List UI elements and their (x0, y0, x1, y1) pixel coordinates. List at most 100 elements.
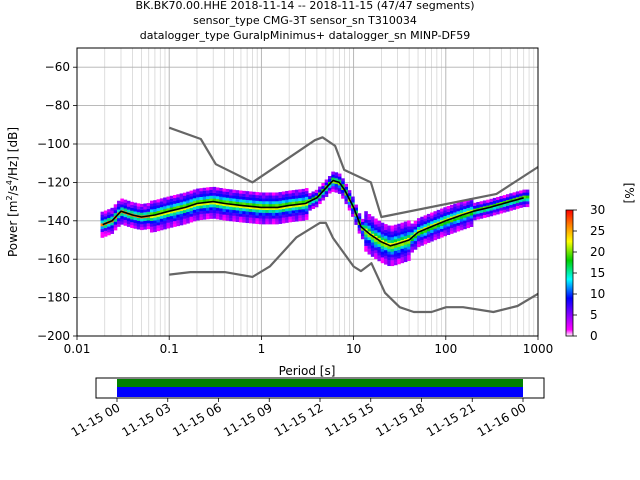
heatmap-cell (453, 203, 457, 207)
heatmap-cell (169, 204, 174, 208)
heatmap-cell (130, 216, 134, 220)
heatmap-cell (248, 191, 253, 195)
heatmap-cell (318, 186, 322, 190)
heatmap-cell (327, 184, 332, 188)
heatmap-cell (367, 225, 372, 229)
heatmap-cell (186, 200, 190, 204)
heatmap-cell (341, 181, 345, 185)
heatmap-cell (107, 209, 111, 213)
heatmap-cell (235, 195, 240, 199)
heatmap-cell (449, 210, 454, 214)
heatmap-cell (123, 219, 128, 223)
heatmap-cell (304, 193, 309, 197)
heatmap-cell (304, 190, 309, 195)
heatmap-cell (255, 217, 260, 222)
heatmap-cell (271, 212, 276, 216)
heatmap-cell (136, 223, 141, 227)
heatmap-cell (393, 247, 398, 251)
heatmap-cell (351, 202, 355, 206)
heatmap-cell (430, 229, 434, 233)
heatmap-cell (245, 199, 250, 203)
heatmap-cell (351, 210, 355, 214)
heatmap-cell (449, 222, 454, 226)
heatmap-cell (364, 245, 368, 249)
heatmap-cell (446, 223, 451, 227)
heatmap-cell (179, 202, 184, 206)
heatmap-cell (420, 222, 424, 226)
heatmap-cell (166, 211, 171, 215)
heatmap-cell (103, 230, 108, 234)
heatmap-cell (100, 217, 105, 221)
heatmap-cell (393, 244, 398, 248)
colorbar-tick-label: 30 (590, 203, 605, 217)
heatmap-cell (219, 193, 223, 197)
heatmap-cell (298, 192, 302, 196)
heatmap-cell (390, 248, 395, 252)
heatmap-cell (159, 204, 164, 208)
heatmap-cell (173, 209, 177, 213)
heatmap-cell (149, 217, 154, 221)
heatmap-cell (179, 213, 184, 217)
heatmap-cell (446, 231, 451, 235)
heatmap-cell (410, 226, 414, 230)
heatmap-cell (242, 219, 246, 223)
heatmap-cell (324, 191, 329, 195)
heatmap-cell (295, 195, 299, 199)
heatmap-cell (159, 198, 164, 202)
heatmap-cell (327, 187, 332, 191)
heatmap-cell (403, 253, 408, 257)
x-tick-label: 1 (258, 342, 266, 356)
heatmap-cell (156, 222, 161, 226)
heatmap-cell (199, 208, 204, 212)
heatmap-cell (252, 197, 256, 201)
colorbar-tick-label: 5 (590, 308, 598, 322)
heatmap-cell (149, 229, 154, 233)
heatmap-cell (423, 229, 428, 233)
heatmap-cell (242, 199, 246, 203)
heatmap-cell (215, 198, 220, 203)
heatmap-cell (311, 202, 316, 207)
heatmap-cell (466, 216, 471, 220)
heatmap-cell (140, 218, 144, 222)
heatmap-cell (163, 217, 167, 221)
heatmap-cell (196, 194, 200, 198)
heatmap-cell (393, 256, 398, 260)
heatmap-cell (512, 192, 517, 196)
heatmap-cell (140, 212, 144, 216)
heatmap-cell (393, 259, 398, 263)
heatmap-cell (423, 238, 428, 242)
heatmap-cell (100, 223, 105, 227)
heatmap-cell (463, 223, 467, 227)
heatmap-cell (192, 198, 197, 202)
heatmap-cell (291, 192, 296, 197)
heatmap-cell (377, 232, 382, 236)
heatmap-cell (502, 209, 507, 213)
heatmap-cell (117, 215, 121, 219)
heatmap-cell (380, 260, 385, 264)
heatmap-cell (140, 221, 144, 225)
heatmap-cell (265, 206, 269, 210)
heatmap-cell (146, 223, 151, 227)
heatmap-cell (341, 189, 345, 193)
heatmap-cell (393, 236, 398, 240)
heatmap-cell (367, 219, 372, 223)
heatmap-cell (169, 198, 174, 202)
y-tick-label: −140 (37, 214, 70, 228)
heatmap-cell (407, 240, 411, 244)
heatmap-cell (186, 208, 190, 213)
heatmap-cell (295, 204, 299, 208)
heatmap-cell (258, 192, 263, 196)
heatmap-cell (400, 222, 405, 226)
heatmap-cell (301, 211, 306, 216)
heatmap-cell (311, 194, 316, 198)
heatmap-cell (311, 191, 316, 195)
heatmap-cell (169, 210, 174, 214)
heatmap-cell (430, 218, 434, 222)
heatmap-cell (153, 211, 157, 215)
heatmap-cell (262, 195, 266, 199)
heatmap-cell (304, 216, 309, 220)
heatmap-cell (209, 189, 213, 193)
heatmap-cell (403, 244, 408, 248)
heatmap-cell (186, 194, 190, 198)
heatmap-cell (153, 200, 157, 204)
